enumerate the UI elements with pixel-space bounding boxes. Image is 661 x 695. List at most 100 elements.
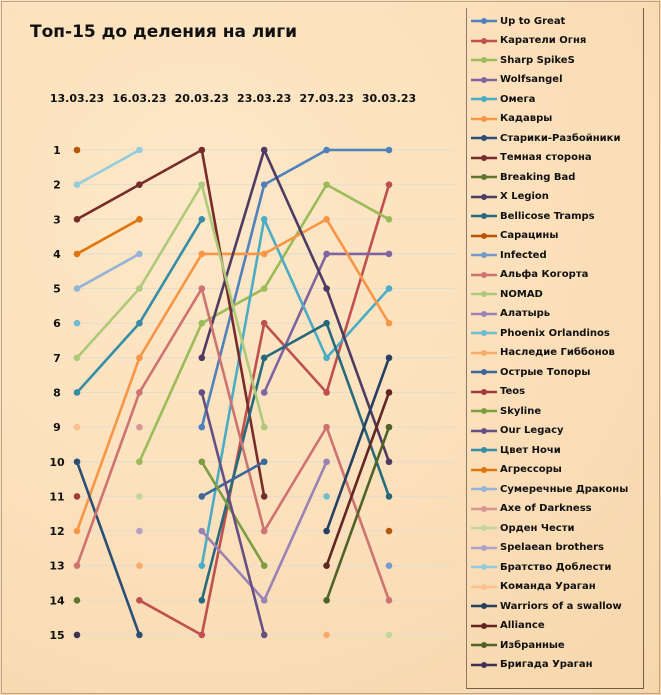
data-point xyxy=(198,597,206,604)
series-line-segment xyxy=(325,287,391,360)
data-point xyxy=(323,631,330,639)
legend-item: Братство Доблести xyxy=(471,559,611,575)
y-tick-label: 13 xyxy=(49,560,64,573)
series-28 xyxy=(73,146,143,188)
legend-line-marker-icon xyxy=(471,310,497,317)
series-33 xyxy=(73,631,81,639)
legend-item: Сарацины xyxy=(471,228,558,244)
legend-label: Axe of Darkness xyxy=(500,503,592,514)
data-point xyxy=(73,458,81,466)
legend-line-marker-icon xyxy=(471,661,497,668)
series-line-segment xyxy=(262,460,328,602)
series-line-segment xyxy=(75,148,141,186)
legend-line-marker-icon xyxy=(471,427,497,434)
legend-item: NOMAD xyxy=(471,286,543,302)
series-line-segment xyxy=(200,460,266,498)
legend-item: Warriors of a swallow xyxy=(471,598,622,614)
legend-item: Teos xyxy=(471,384,525,400)
series-17 xyxy=(136,562,330,639)
series-line-segment xyxy=(138,183,204,290)
series-line-segment xyxy=(325,356,391,533)
data-point xyxy=(323,181,330,188)
data-point xyxy=(260,527,268,535)
series-line-segment xyxy=(200,183,266,429)
series-3 xyxy=(260,250,393,396)
data-point xyxy=(260,631,268,639)
series-line-segment xyxy=(325,391,391,567)
legend-label: Темная сторона xyxy=(500,152,592,163)
legend-line-marker-icon xyxy=(471,193,497,200)
legend-line-marker-icon xyxy=(471,525,497,531)
y-tick-label: 1 xyxy=(53,144,61,157)
data-point xyxy=(73,215,81,223)
series-line-segment xyxy=(262,321,328,360)
series-line-segment xyxy=(200,148,266,498)
data-point xyxy=(198,146,206,154)
data-point xyxy=(323,285,330,292)
legend-item: Команда Ураган xyxy=(471,579,596,595)
legend-line-marker-icon xyxy=(471,486,497,492)
legend-line-marker-icon xyxy=(471,622,497,629)
y-tick-label: 9 xyxy=(53,421,61,434)
data-point xyxy=(260,146,268,154)
data-point xyxy=(323,354,330,362)
data-point xyxy=(260,319,268,327)
series-7 xyxy=(73,146,268,500)
data-point xyxy=(260,354,268,362)
data-point xyxy=(323,250,330,258)
series-line-segment xyxy=(262,148,328,186)
legend-item: Breaking Bad xyxy=(471,169,575,185)
series-line-segment xyxy=(200,148,266,360)
legend-label: Wolfsangel xyxy=(500,74,563,85)
legend-label: Орден Чести xyxy=(500,522,575,534)
series-25 xyxy=(136,423,143,431)
legend-line-marker-icon xyxy=(471,135,497,141)
data-point xyxy=(136,458,143,466)
data-point xyxy=(385,181,393,188)
data-point xyxy=(73,493,81,500)
legend-item: X Legion xyxy=(471,189,549,205)
data-point xyxy=(136,354,143,362)
data-point xyxy=(73,285,81,292)
series-line-segment xyxy=(262,252,328,394)
y-tick-label: 2 xyxy=(53,179,61,192)
series-14 xyxy=(73,181,268,431)
legend-line-marker-icon xyxy=(471,57,497,63)
series-line-segment xyxy=(325,321,391,498)
legend-label: Острые Топоры xyxy=(500,366,591,378)
legend-label: Избранные xyxy=(500,639,565,651)
data-point xyxy=(385,215,393,223)
series-line-segment xyxy=(200,287,266,533)
legend-label: Alliance xyxy=(500,620,545,631)
legend-item: Wolfsangel xyxy=(471,72,563,88)
data-point xyxy=(136,285,143,292)
legend-item: Alliance xyxy=(471,618,545,634)
data-point xyxy=(385,458,393,466)
y-tick-label: 15 xyxy=(49,629,64,642)
series-line-segment xyxy=(262,148,328,290)
y-tick-label: 12 xyxy=(49,525,64,538)
x-tick-label: 20.03.23 xyxy=(175,92,229,105)
series-line-segment xyxy=(75,460,141,637)
legend-item: Омега xyxy=(471,91,535,107)
legend-item: Избранные xyxy=(471,637,565,653)
data-point xyxy=(260,493,268,500)
data-point xyxy=(323,493,330,500)
data-point xyxy=(198,285,206,292)
data-point xyxy=(260,215,268,223)
legend-item: Цвет Ночи xyxy=(471,442,561,458)
data-point xyxy=(198,458,206,466)
data-point xyxy=(260,597,268,604)
series-27 xyxy=(136,527,143,535)
legend-line-marker-icon xyxy=(471,174,497,180)
data-point xyxy=(136,527,143,535)
legend-label: Spelaean brothers xyxy=(500,542,604,553)
series-4 xyxy=(198,215,393,569)
series-1 xyxy=(136,181,393,639)
data-point xyxy=(73,527,81,535)
legend-line-marker-icon xyxy=(471,603,497,609)
data-point xyxy=(385,423,393,431)
legend-label: Старики-Разбойники xyxy=(500,132,621,144)
data-point xyxy=(73,389,81,396)
